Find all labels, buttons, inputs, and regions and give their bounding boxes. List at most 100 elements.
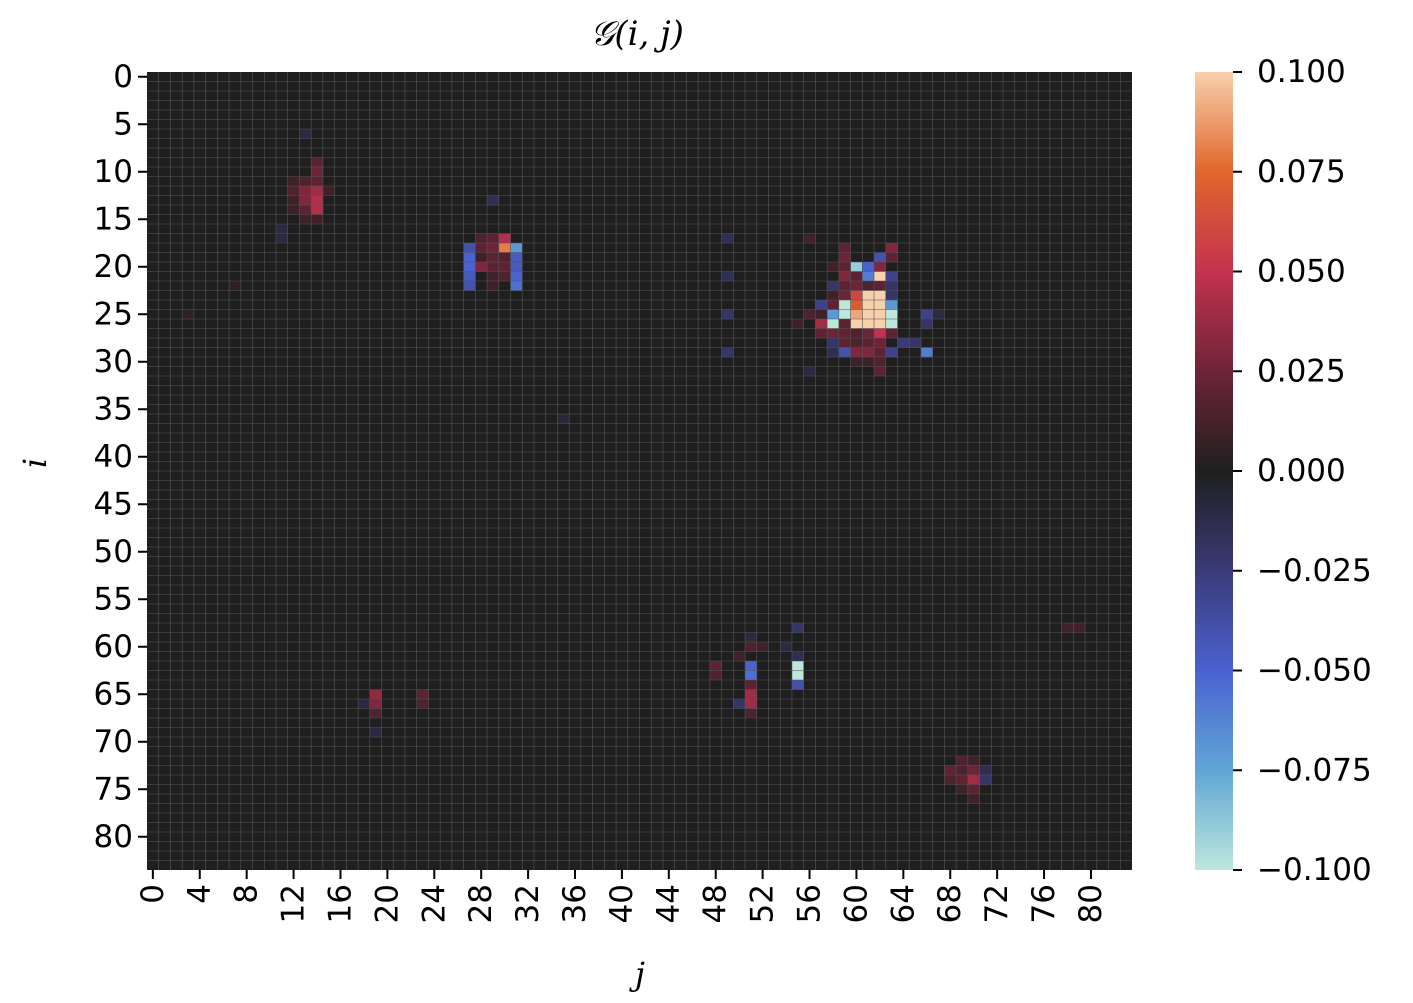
chart-title: 𝒢(i, j) bbox=[590, 14, 684, 54]
heatmap-cell bbox=[838, 262, 851, 272]
heatmap-cell bbox=[287, 186, 300, 196]
heatmap-cell bbox=[838, 290, 851, 301]
y-tick-label: 20 bbox=[94, 249, 133, 285]
y-tick-label: 70 bbox=[94, 724, 133, 760]
heatmap-cell bbox=[745, 689, 758, 700]
heatmap-cell bbox=[862, 319, 875, 329]
heatmap-cell bbox=[299, 186, 312, 196]
heatmap-cell bbox=[745, 642, 758, 652]
heatmap-cell bbox=[874, 319, 887, 329]
heatmap-cell bbox=[498, 243, 511, 253]
heatmap-cell bbox=[299, 205, 312, 215]
heatmap-cell bbox=[979, 765, 992, 776]
heatmap-cell bbox=[1073, 623, 1086, 633]
heatmap-cell bbox=[920, 347, 933, 358]
heatmap-cell bbox=[885, 309, 898, 320]
heatmap-cell bbox=[827, 281, 840, 291]
heatmap-cell bbox=[498, 233, 511, 244]
heatmap-cell bbox=[827, 300, 840, 310]
x-axis-label: j bbox=[629, 955, 645, 993]
x-tick-label: 80 bbox=[1073, 884, 1109, 923]
x-tick-label: 40 bbox=[604, 884, 640, 923]
y-axis-ticks: 0 5 10 15 20 25 30 35 40 45 50 55 60 65 70 75 80 bbox=[94, 59, 147, 855]
heatmap-cell bbox=[721, 309, 734, 320]
heatmap-cell bbox=[311, 195, 324, 206]
heatmap-cell bbox=[956, 775, 969, 785]
heatmap-cell bbox=[487, 281, 500, 291]
heatmap-cell bbox=[838, 319, 851, 329]
heatmap-cell bbox=[791, 661, 804, 671]
heatmap-cell bbox=[780, 642, 793, 652]
heatmap-cell bbox=[299, 214, 312, 225]
heatmap-cell bbox=[909, 338, 922, 348]
heatmap-cell bbox=[885, 347, 898, 358]
heatmap-cell bbox=[275, 233, 289, 244]
heatmap-cell bbox=[838, 309, 851, 320]
y-axis-label: i bbox=[16, 458, 54, 468]
x-tick-label: 20 bbox=[369, 884, 405, 923]
heatmap-cell bbox=[463, 252, 476, 263]
heatmap-cell bbox=[897, 338, 910, 348]
colorbar-tick-label: −0.075 bbox=[1257, 752, 1372, 788]
heatmap-cell bbox=[850, 338, 863, 348]
heatmap-cell bbox=[791, 680, 804, 690]
heatmap-cell bbox=[827, 290, 840, 301]
heatmap-cell bbox=[850, 300, 863, 310]
heatmap-cell bbox=[862, 281, 875, 291]
heatmap-cell bbox=[838, 281, 851, 291]
heatmap-cell bbox=[967, 794, 980, 804]
heatmap-cell bbox=[299, 129, 312, 139]
heatmap-cell bbox=[803, 233, 816, 244]
y-tick-label: 35 bbox=[94, 391, 133, 427]
heatmap-cell bbox=[944, 765, 957, 776]
heatmap-cell bbox=[475, 233, 488, 244]
y-tick-label: 10 bbox=[94, 154, 133, 190]
heatmap-cell bbox=[416, 699, 429, 709]
heatmap-cell bbox=[874, 290, 887, 301]
y-tick-label: 5 bbox=[113, 106, 133, 142]
heatmap-cell bbox=[874, 300, 887, 310]
colorbar-tick-label: −0.100 bbox=[1257, 852, 1372, 888]
heatmap-cell bbox=[885, 243, 898, 253]
colorbar-tick-label: 0.025 bbox=[1257, 353, 1346, 389]
heatmap-cell bbox=[874, 271, 887, 282]
heatmap-cell bbox=[862, 290, 875, 301]
heatmap-cell bbox=[463, 281, 476, 291]
heatmap-cell bbox=[721, 233, 734, 244]
heatmap-cell bbox=[838, 243, 851, 253]
heatmap-cell bbox=[838, 252, 851, 263]
heatmap-cell bbox=[498, 271, 511, 282]
heatmap-cell bbox=[850, 271, 863, 282]
heatmap-cell bbox=[733, 699, 746, 709]
heatmap-cell bbox=[745, 680, 758, 690]
heatmap-cell bbox=[510, 243, 523, 253]
heatmap-cell bbox=[850, 357, 863, 367]
heatmap-cell bbox=[956, 784, 969, 795]
x-tick-label: 48 bbox=[698, 884, 734, 923]
heatmap-cell bbox=[850, 319, 863, 329]
heatmap-cell bbox=[979, 775, 992, 785]
x-tick-label: 60 bbox=[838, 884, 874, 923]
heatmap-cell bbox=[967, 784, 980, 795]
y-tick-label: 25 bbox=[94, 296, 133, 332]
heatmap-cell bbox=[369, 689, 382, 700]
heatmap-cell bbox=[838, 328, 851, 339]
heatmap-cell bbox=[874, 281, 887, 291]
heatmap-cell bbox=[874, 252, 887, 263]
x-tick-label: 36 bbox=[557, 884, 593, 923]
heatmap-cell bbox=[311, 205, 324, 215]
heatmap-cell bbox=[498, 262, 511, 272]
grid-lines bbox=[147, 72, 1132, 870]
heatmap-cell bbox=[874, 328, 887, 339]
heatmap-cell bbox=[182, 309, 195, 320]
x-tick-label: 16 bbox=[322, 884, 358, 923]
heatmap-cell bbox=[850, 347, 863, 358]
heatmap-cell bbox=[745, 699, 758, 709]
heatmap-cell bbox=[885, 319, 898, 329]
heatmap-cell bbox=[874, 309, 887, 320]
x-tick-label: 28 bbox=[463, 884, 499, 923]
heatmap-cell bbox=[369, 727, 382, 738]
y-tick-label: 50 bbox=[94, 534, 133, 570]
heatmap-cell bbox=[932, 309, 945, 320]
x-tick-label: 12 bbox=[276, 884, 312, 923]
